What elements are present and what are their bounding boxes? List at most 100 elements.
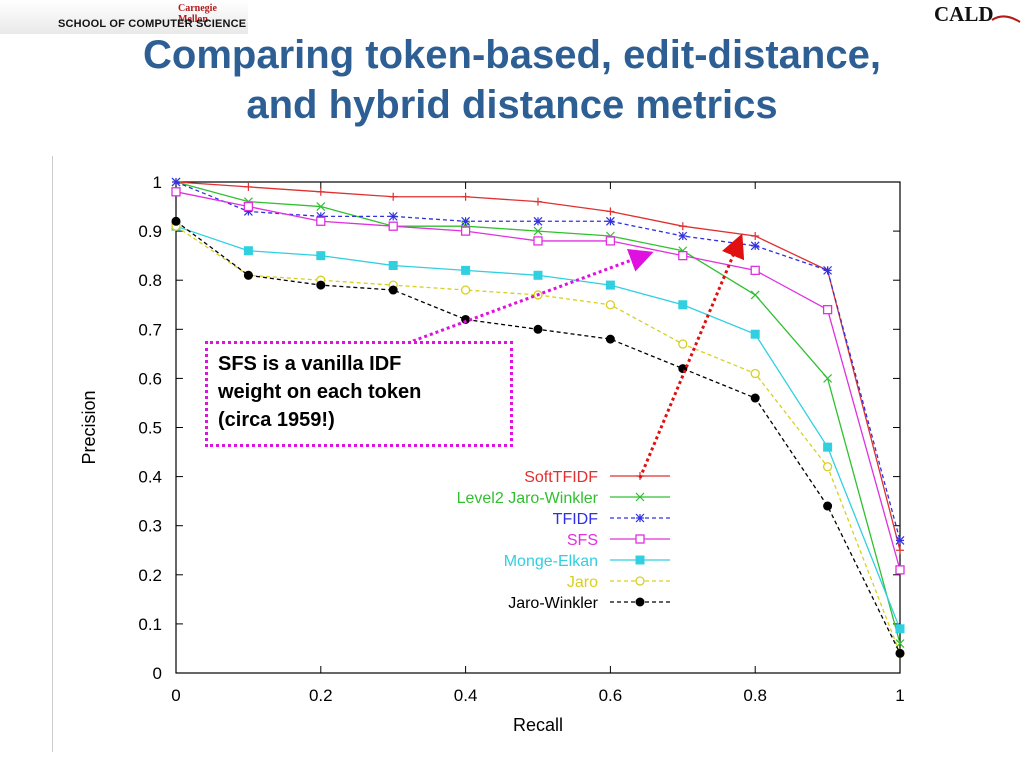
legend-label: Jaro	[567, 574, 598, 591]
data-point	[895, 536, 905, 545]
title-line-1: Comparing token-based, edit-distance,	[143, 33, 881, 77]
legend-label: Level2 Jaro-Winkler	[457, 490, 599, 507]
data-point	[243, 201, 254, 212]
left-divider	[52, 156, 53, 752]
series-jaro	[171, 221, 905, 659]
data-point	[460, 285, 471, 295]
data-point	[388, 221, 398, 231]
legend-marker	[635, 492, 645, 502]
school-name: SCHOOL OF COMPUTER SCIENCE	[58, 18, 247, 30]
y-tick-label: 0.2	[138, 566, 162, 585]
legend-marker	[635, 555, 645, 565]
legend-label: SFS	[567, 532, 598, 549]
data-point	[678, 250, 688, 261]
y-tick-label: 0.1	[138, 615, 162, 634]
data-point	[822, 462, 833, 472]
data-point	[895, 648, 905, 658]
data-point	[461, 265, 471, 275]
data-point	[823, 373, 833, 383]
data-point	[533, 236, 543, 246]
legend-entry: Level2 Jaro-Winkler	[457, 490, 670, 507]
cald-logo: CALD	[934, 2, 994, 26]
data-point	[895, 624, 905, 634]
data-point	[243, 270, 253, 280]
y-tick-label: 0.7	[138, 320, 162, 339]
slide-title: Comparing token-based, edit-distance, an…	[0, 30, 1024, 130]
y-tick-label: 0.4	[138, 468, 162, 487]
data-point	[751, 232, 760, 241]
data-point	[316, 251, 326, 261]
data-point	[533, 324, 543, 334]
data-point	[388, 211, 398, 221]
x-tick-label: 1	[895, 686, 904, 705]
legend-entry: Monge-Elkan	[504, 553, 670, 570]
x-axis-label: Recall	[513, 715, 563, 735]
data-point	[606, 207, 615, 216]
x-tick-label: 0.8	[743, 686, 767, 705]
data-point	[750, 393, 760, 403]
annotation-box: SFS is a vanilla IDF weight on each toke…	[205, 341, 513, 447]
legend-entry: SFS	[567, 532, 670, 549]
data-point	[896, 546, 904, 555]
series-line	[175, 181, 901, 541]
y-tick-label: 0.8	[138, 271, 162, 290]
y-axis-label: Precision	[79, 390, 99, 464]
data-point	[750, 329, 760, 339]
series-monge-elkan	[171, 221, 905, 634]
header-bar: Carnegie Mellon SCHOOL OF COMPUTER SCIEN…	[0, 0, 248, 34]
legend-marker	[635, 576, 645, 586]
legend-marker	[635, 597, 645, 607]
data-point	[171, 177, 181, 187]
data-point	[534, 197, 542, 206]
data-point	[389, 192, 398, 201]
annotation-line-2: weight on each token	[218, 381, 422, 403]
data-point	[750, 241, 760, 251]
data-point	[460, 226, 471, 236]
data-point	[605, 280, 615, 290]
data-point	[605, 236, 616, 246]
data-point	[316, 202, 326, 211]
data-point	[605, 334, 615, 344]
x-tick-label: 0.4	[454, 686, 478, 705]
data-point	[244, 182, 253, 191]
data-point	[678, 339, 688, 349]
title-line-2: and hybrid distance metrics	[246, 83, 778, 127]
data-point	[823, 501, 833, 511]
data-point	[895, 639, 905, 648]
data-point	[316, 187, 325, 196]
data-point	[316, 280, 326, 290]
data-point	[533, 226, 543, 236]
data-point	[605, 216, 615, 226]
data-point	[678, 222, 687, 231]
data-point	[750, 368, 760, 379]
data-point	[823, 265, 833, 275]
data-point	[171, 216, 181, 226]
y-tick-label: 0.5	[138, 419, 162, 438]
y-tick-label: 0.3	[138, 517, 162, 536]
legend-label: Monge-Elkan	[504, 553, 598, 570]
legend-entry: SoftTFIDF	[524, 469, 670, 486]
legend-marker	[635, 534, 645, 544]
data-point	[461, 216, 471, 226]
data-point	[823, 442, 833, 452]
data-point	[822, 305, 833, 315]
legend-label: TFIDF	[553, 511, 599, 528]
legend-entry: Jaro	[567, 574, 670, 591]
series-line	[175, 225, 901, 654]
data-point	[750, 290, 760, 300]
x-tick-label: 0	[171, 686, 180, 705]
legend-entry: TFIDF	[553, 511, 670, 528]
y-tick-label: 0	[153, 664, 162, 683]
annotation-line-1: SFS is a vanilla IDF	[218, 353, 402, 375]
data-point	[388, 260, 398, 270]
legend-marker	[635, 513, 645, 523]
y-tick-label: 1	[153, 173, 162, 192]
data-point	[461, 192, 470, 201]
institution-name: Carnegie Mellon	[178, 3, 217, 25]
data-point	[243, 246, 253, 256]
series-sfs	[171, 187, 905, 575]
data-point	[678, 300, 688, 310]
cald-swoosh-icon	[991, 15, 1021, 23]
data-point	[171, 187, 181, 197]
y-tick-label: 0.9	[138, 222, 162, 241]
